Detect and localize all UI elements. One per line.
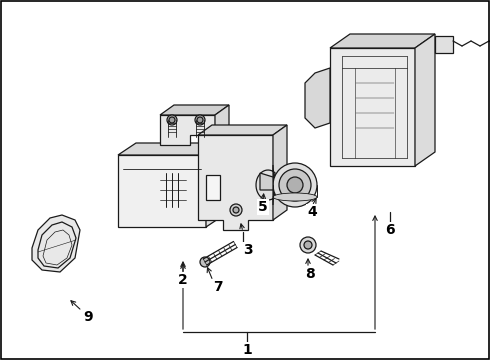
Circle shape [200,257,210,267]
Circle shape [233,207,239,213]
Circle shape [300,237,316,253]
Circle shape [273,163,317,207]
Polygon shape [330,34,435,48]
Text: 3: 3 [243,243,253,257]
Circle shape [230,204,242,216]
Polygon shape [256,165,275,205]
Text: 2: 2 [178,273,188,287]
Polygon shape [260,173,273,190]
Circle shape [287,177,303,193]
Polygon shape [160,115,215,145]
Circle shape [197,117,203,123]
Text: 4: 4 [307,205,317,219]
Text: 8: 8 [305,267,315,281]
Polygon shape [118,155,206,227]
Polygon shape [415,34,435,166]
Circle shape [195,115,205,125]
Polygon shape [160,105,229,115]
Polygon shape [435,36,453,53]
Text: 6: 6 [385,223,395,237]
Circle shape [304,241,312,249]
Polygon shape [198,125,287,135]
Text: 1: 1 [242,343,252,357]
Circle shape [169,117,175,123]
Polygon shape [305,68,330,128]
Polygon shape [206,175,220,200]
Text: 5: 5 [258,200,268,214]
Ellipse shape [273,193,317,201]
Polygon shape [330,48,415,166]
Polygon shape [118,143,224,155]
Polygon shape [215,105,229,135]
Polygon shape [273,125,287,220]
Circle shape [167,115,177,125]
Circle shape [279,169,311,201]
Polygon shape [198,135,273,230]
Polygon shape [32,215,80,272]
Text: 9: 9 [83,310,93,324]
Text: 7: 7 [213,280,223,294]
Polygon shape [206,143,224,227]
